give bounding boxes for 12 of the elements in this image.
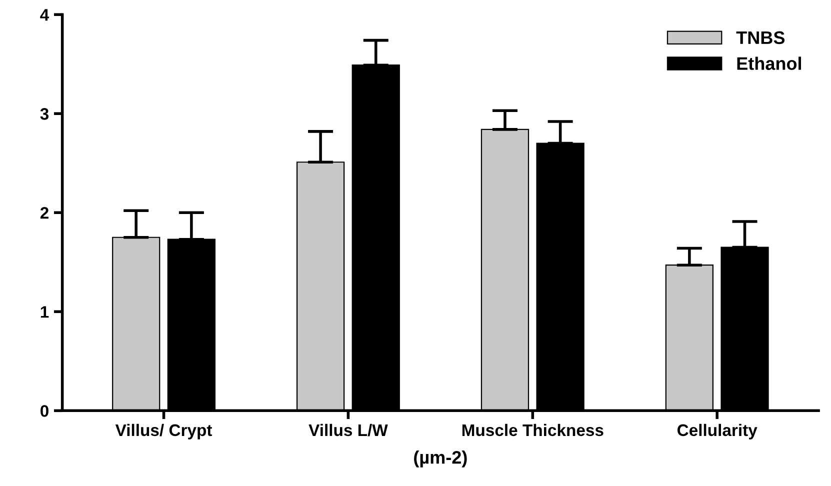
y-tick-label: 3 — [40, 108, 49, 120]
legend-label: Ethanol — [737, 56, 802, 70]
y-tick-label: 1 — [40, 306, 49, 318]
y-tick-label: 2 — [40, 207, 48, 219]
x-tick-label: Cellularity — [677, 424, 758, 440]
x-tick-label: Villus L/W — [308, 424, 388, 436]
x-axis-title: (µm-2) — [414, 450, 467, 468]
legend-label: TNBS — [736, 31, 785, 44]
y-tick-label: 0 — [40, 405, 48, 417]
x-tick-label: Muscle Thickness — [462, 424, 604, 436]
y-tick-label: 4 — [40, 9, 50, 21]
x-tick-label: Villus/ Crypt — [115, 424, 212, 440]
